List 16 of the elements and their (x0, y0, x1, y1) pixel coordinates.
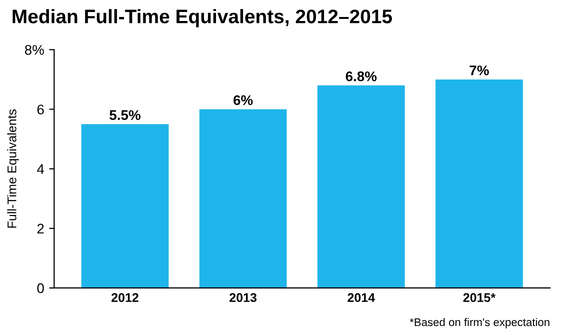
x-tick-label: 2014 (348, 293, 375, 302)
y-tick-label: 8% (24, 44, 44, 55)
data-label: 6% (234, 95, 253, 106)
text: *Based on firm's expectation (410, 318, 550, 328)
data-label: 5.5% (110, 110, 140, 120)
y-tick-label: 4 (37, 164, 44, 174)
y-tick-label: 0 (37, 283, 44, 294)
chart-title: Median Full-Time Equivalents, 2012–2015 (12, 9, 392, 28)
data-label: 7% (470, 66, 489, 76)
data-label: 6.8% (346, 71, 377, 82)
y-tick-label: 2 (37, 224, 44, 234)
y-tick-label: 6 (37, 104, 44, 114)
y-axis-title: Full-Time Equivalents (7, 109, 19, 228)
x-tick-label: 2012 (112, 293, 138, 302)
x-tick-label: 2015* (463, 293, 496, 302)
x-tick-label: 2013 (230, 293, 257, 302)
